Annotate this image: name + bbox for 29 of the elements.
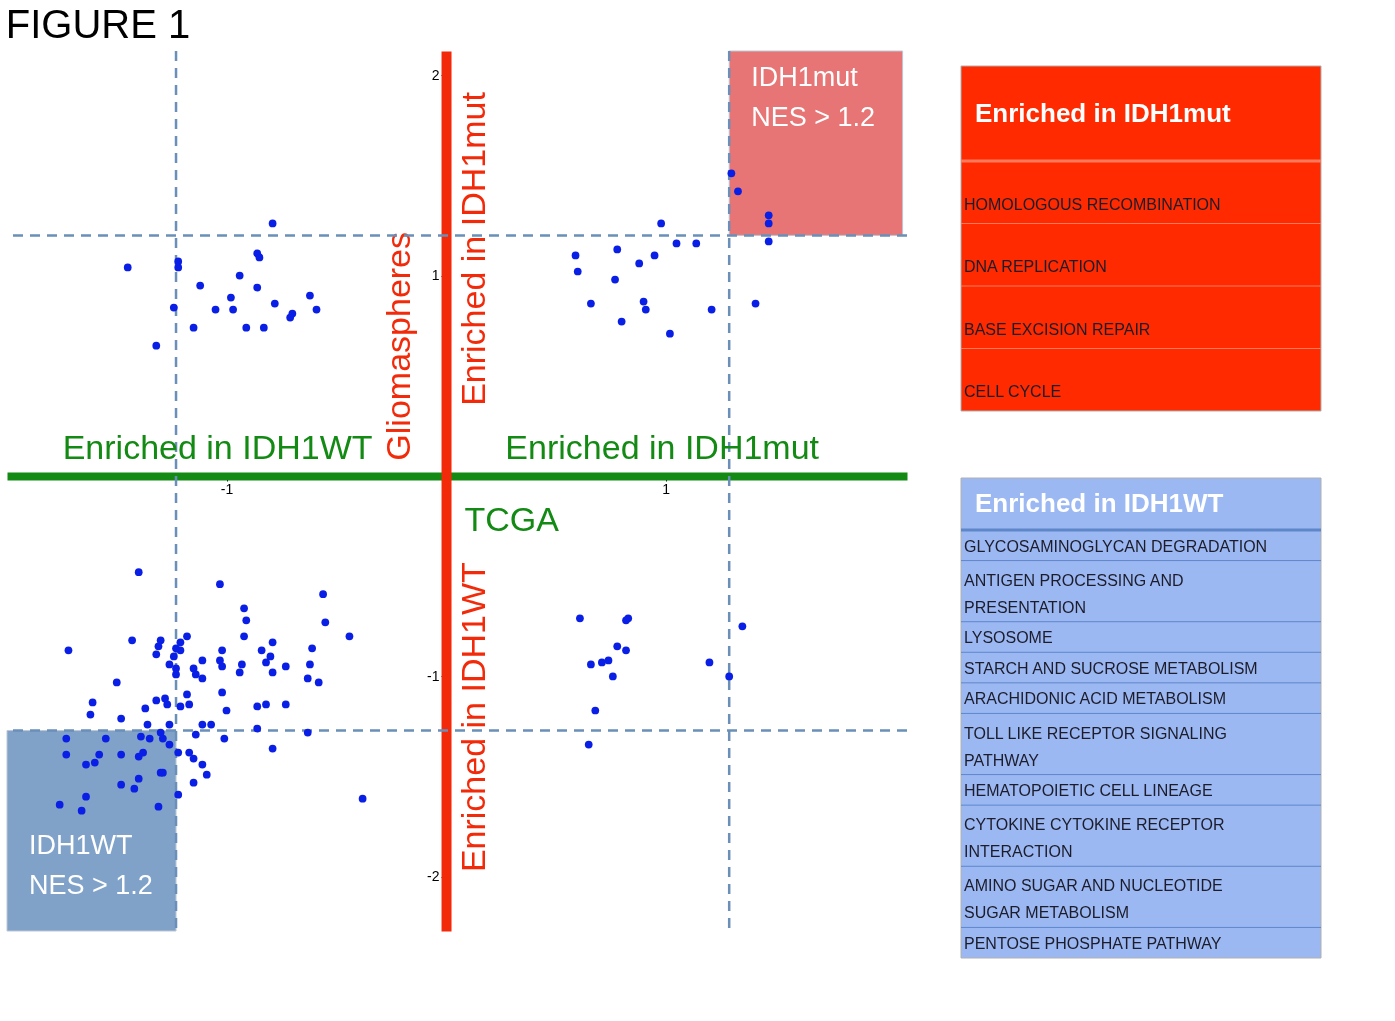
text: ARACHIDONIC ACID METABOLISM bbox=[964, 690, 1226, 708]
text: AMINO SUGAR AND NUCLEOTIDE SUGAR METABOLISM bbox=[964, 877, 1223, 922]
text: TOLL LIKE RECEPTOR SIGNALING PATHWAY bbox=[964, 724, 1227, 769]
text: CELL CYCLE bbox=[964, 383, 1062, 401]
text: HEMATOPOIETIC CELL LINEAGE bbox=[964, 782, 1213, 800]
chart-title: FIGURE 1 bbox=[5, 1, 191, 46]
annotation: Enriched in IDH1WT bbox=[454, 562, 493, 873]
text: ANTIGEN PROCESSING AND PRESENTATION bbox=[964, 571, 1184, 616]
text: HOMOLOGOUS RECOMBINATION bbox=[964, 195, 1221, 213]
text: CYTOKINE CYTOKINE RECEPTOR INTERACTION bbox=[964, 816, 1225, 861]
y-tick-label: 2 bbox=[431, 66, 440, 83]
annotation: Enriched in IDH1mut bbox=[505, 427, 820, 466]
y-axis-title: Gliomaspheres bbox=[378, 231, 417, 461]
y-tick-label: -2 bbox=[427, 868, 440, 885]
x-axis-title: TCGA bbox=[464, 500, 560, 539]
text: Enriched in IDH1mut bbox=[975, 97, 1232, 128]
annotation: Enriched in IDH1WT bbox=[62, 427, 373, 466]
y-tick-label: 1 bbox=[431, 267, 440, 284]
text: STARCH AND SUCROSE METABOLISM bbox=[964, 659, 1258, 677]
annotation: Enriched in IDH1mut bbox=[454, 91, 493, 406]
text: Enriched in IDH1WT bbox=[975, 488, 1224, 518]
text: DNA REPLICATION bbox=[964, 258, 1107, 276]
y-tick-label: -1 bbox=[427, 667, 440, 684]
text: LYSOSOME bbox=[964, 629, 1053, 647]
band-label: IDH1mut NES > 1.2 bbox=[751, 62, 876, 132]
band-label: IDH1WT NES > 1.2 bbox=[29, 830, 153, 900]
text: BASE EXCISION REPAIR bbox=[964, 320, 1151, 338]
text: PENTOSE PHOSPHATE PATHWAY bbox=[964, 934, 1222, 952]
text: GLYCOSAMINOGLYCAN DEGRADATION bbox=[964, 537, 1268, 555]
